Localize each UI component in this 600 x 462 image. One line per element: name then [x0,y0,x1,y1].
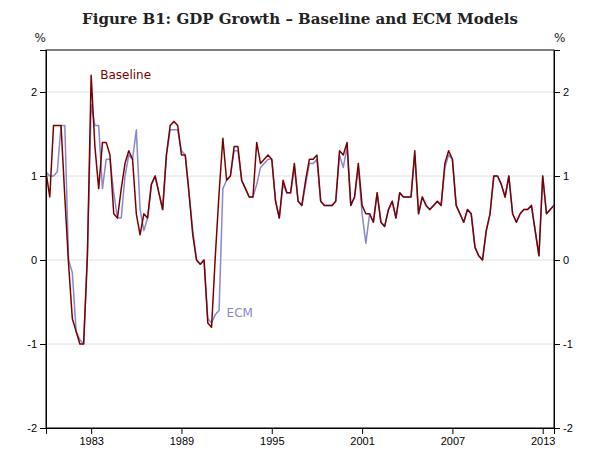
grid-line [46,260,554,261]
tick-label: 1983 [79,435,103,447]
lines [46,75,554,344]
series-line [46,105,554,344]
grid-line [46,344,554,345]
plot-frame [46,50,554,428]
y2-axis: -2 -1 0 1 2 [554,51,573,435]
x-axis: 1983 1989 1995 2001 2007 2013 [47,428,556,447]
tick-label: -2 [563,422,573,434]
line-label: Baseline [100,68,151,82]
axis-line [47,429,555,435]
tick-mark [554,92,560,93]
tick-mark [554,260,560,261]
annotations: Baseline ECM [100,68,253,320]
tick-label: 1 [31,170,37,182]
tick-mark [40,344,46,345]
axis-line [555,51,561,429]
tick-mark [554,176,560,177]
tick: -1 [554,338,573,350]
tick-label: -1 [563,338,573,350]
tick-mark [181,428,182,434]
tick-mark [40,428,46,429]
tick-mark [452,428,453,434]
grid-line [46,176,554,177]
tick: 0 [554,254,569,266]
tick-mark [554,344,560,345]
y-axis: -2 -1 0 1 2 [27,51,46,435]
tick: 1 [31,170,46,182]
tick-mark [272,428,273,434]
series-line [46,75,554,344]
tick: 1983 [79,428,103,447]
tick-mark [40,176,46,177]
tick: 0 [31,254,46,266]
tick-label: -1 [27,338,37,350]
tick-label: 2013 [531,435,555,447]
tick-label: 2 [31,86,37,98]
y2-axis-label: % [554,31,565,45]
axis-line [40,51,47,429]
tick: 1 [554,170,569,182]
tick-label: 1995 [260,435,284,447]
tick: 2 [31,86,46,98]
tick-mark [91,428,92,434]
tick-mark [40,260,46,261]
tick: -2 [554,422,573,434]
y-axis-label: % [35,31,46,45]
tick: 2013 [531,428,555,447]
tick-mark [554,428,560,429]
grid-line [46,92,554,93]
tick: 2007 [441,428,465,447]
grid [46,92,554,428]
tick-mark [40,92,46,93]
tick: -2 [27,422,46,434]
tick-label: 1 [563,170,569,182]
tick: 2 [554,86,569,98]
tick: -1 [27,338,46,350]
tick-label: 2 [563,86,569,98]
tick-label: 2007 [441,435,465,447]
tick: 1995 [260,428,284,447]
tick: 2001 [350,428,374,447]
title: Figure B1: GDP Growth – Baseline and ECM… [82,10,518,28]
tick-label: 0 [31,254,37,266]
line-label: ECM [227,306,253,320]
chart: Figure B1: GDP Growth – Baseline and ECM… [0,0,600,462]
tick-mark [362,428,363,434]
tick-label: -2 [27,422,37,434]
tick-label: 2001 [350,435,374,447]
tick-mark [543,428,544,434]
tick: 1989 [170,428,194,447]
tick-label: 1989 [170,435,194,447]
tick-label: 0 [563,254,569,266]
